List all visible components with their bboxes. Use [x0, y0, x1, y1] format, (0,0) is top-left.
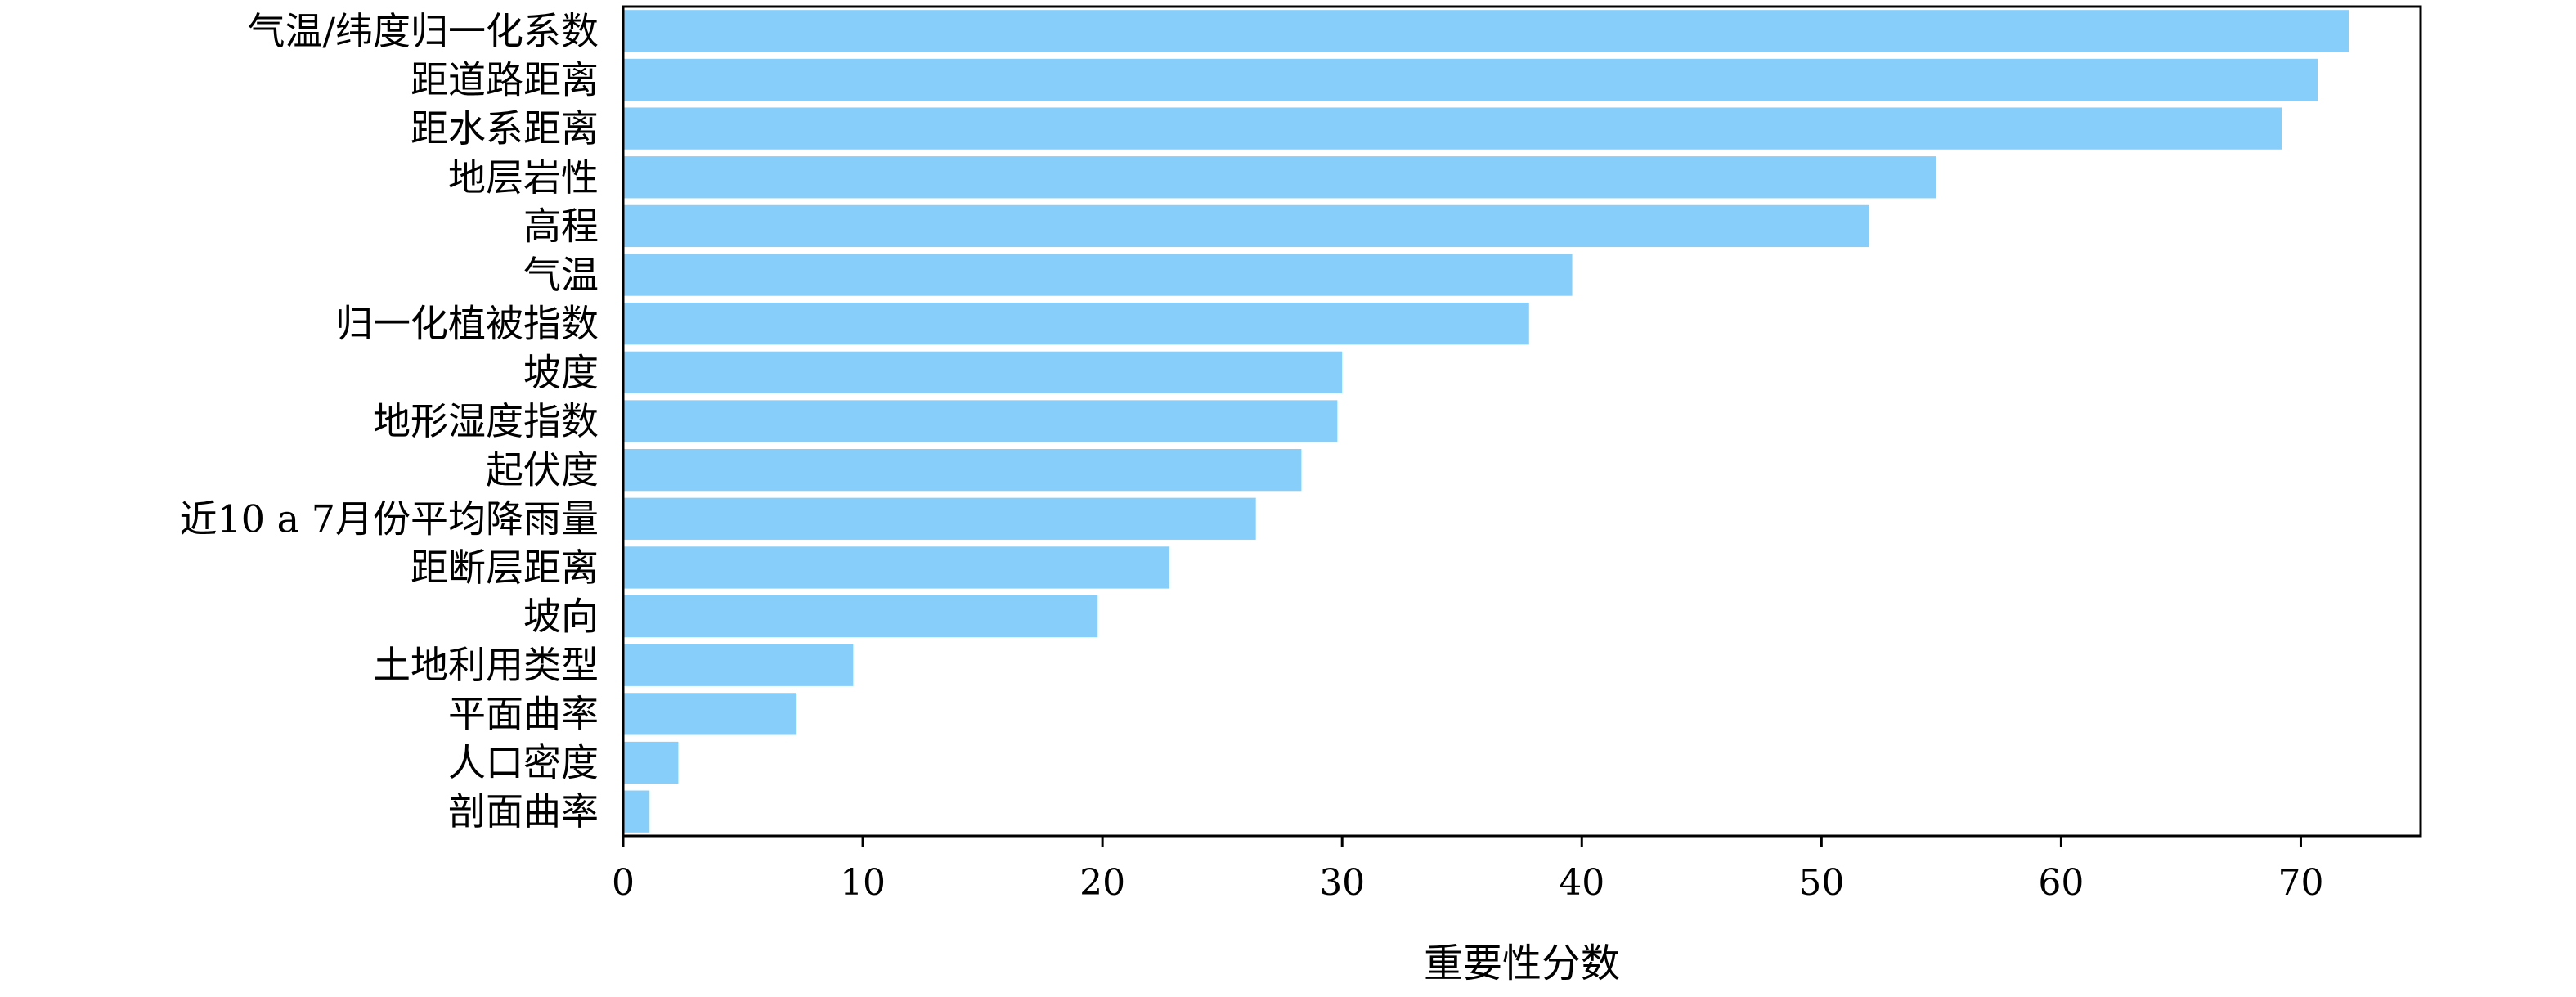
category-label-7: 归一化植被指数	[335, 302, 599, 346]
x-tick-label-40: 40	[1559, 862, 1604, 904]
x-tick-label-20: 20	[1079, 862, 1125, 904]
category-label-4: 地层岩性	[448, 155, 599, 200]
bar-7	[623, 303, 1529, 345]
bar-15	[623, 693, 797, 735]
category-label-6: 气温	[523, 253, 599, 297]
x-tick-label-70: 70	[2278, 862, 2323, 904]
category-label-3: 距水系距离	[411, 106, 599, 150]
category-label-13: 坡向	[523, 595, 599, 639]
x-axis-title: 重要性分数	[1424, 941, 1620, 986]
category-label-16: 人口密度	[448, 741, 599, 785]
x-tick-label-0: 0	[612, 862, 635, 904]
bar-8	[623, 351, 1343, 394]
category-label-14: 土地利用类型	[373, 643, 599, 687]
bar-14	[623, 644, 854, 686]
bar-1	[623, 10, 2349, 52]
category-label-10: 起伏度	[486, 448, 599, 492]
bar-12	[623, 546, 1170, 589]
bar-10	[623, 448, 1302, 492]
bar-9	[623, 400, 1338, 442]
bar-5	[623, 204, 1869, 248]
x-ticks-group: 0 10 20 30 40 50 60 70	[612, 836, 2323, 904]
bar-11	[623, 497, 1256, 540]
x-tick-label-10: 10	[840, 862, 886, 904]
bar-6	[623, 254, 1573, 296]
bars-group	[623, 10, 2349, 833]
x-tick-label-50: 50	[1798, 862, 1844, 904]
bar-2	[623, 58, 2318, 101]
category-label-5: 高程	[523, 204, 599, 248]
x-tick-label-30: 30	[1319, 862, 1365, 904]
bar-3	[623, 107, 2282, 150]
category-label-2: 距道路距离	[411, 57, 599, 101]
category-label-8: 坡度	[523, 350, 599, 394]
category-label-11: 近10 a 7月份平均降雨量	[180, 496, 599, 541]
category-label-17: 剖面曲率	[448, 789, 599, 833]
plot-frame	[622, 5, 2422, 838]
category-label-15: 平面曲率	[448, 692, 599, 736]
x-tick-label-60: 60	[2038, 862, 2084, 904]
category-label-1: 气温/纬度归一化系数	[248, 9, 599, 53]
bar-17	[623, 790, 650, 833]
bar-16	[623, 741, 679, 784]
category-labels-group: 气温/纬度归一化系数距道路距离距水系距离地层岩性高程气温归一化植被指数坡度地形湿…	[180, 9, 599, 833]
bar-13	[623, 595, 1098, 638]
bar-4	[623, 156, 1937, 199]
category-label-12: 距断层距离	[411, 546, 599, 590]
category-label-9: 地形湿度指数	[373, 399, 599, 443]
